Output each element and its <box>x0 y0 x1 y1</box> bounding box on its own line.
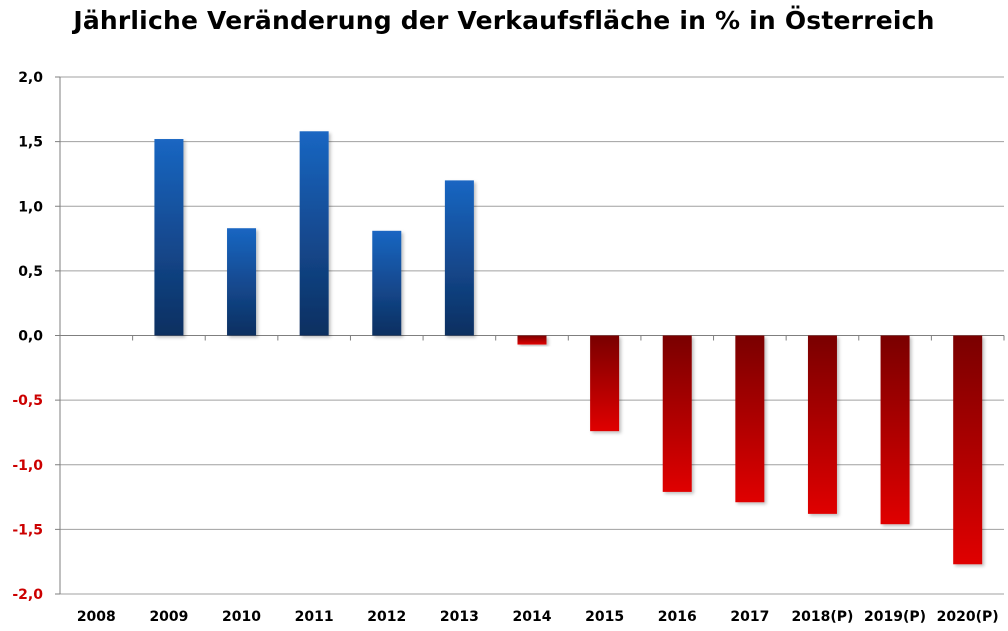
y-tick-label: 0,0 <box>18 329 43 345</box>
x-tick-label: 2015 <box>585 609 624 625</box>
x-tick-label: 2014 <box>513 609 552 625</box>
bar-2017 <box>735 335 765 503</box>
y-tick-label: 0,5 <box>18 264 43 280</box>
x-tick-label: 2018(P) <box>791 609 853 625</box>
bar-2014 <box>517 335 547 345</box>
bar-2020(P) <box>953 335 983 565</box>
bar-2016 <box>662 335 692 492</box>
x-tick-label: 2012 <box>367 609 406 625</box>
bar-2019(P) <box>880 335 910 525</box>
x-tick-label: 2010 <box>222 609 261 625</box>
x-tick-label: 2016 <box>658 609 697 625</box>
y-tick-label: -1,5 <box>12 522 43 538</box>
bar-2011 <box>299 131 329 336</box>
bar-2012 <box>372 230 402 336</box>
bar-2013 <box>444 180 474 336</box>
y-tick-labels: 2,0 1,5 1,0 0,5 0,0 -0,5 -1,0 -1,5 -2,0 <box>12 70 43 603</box>
y-tick-label: 1,5 <box>18 135 43 151</box>
y-tick-label: 2,0 <box>18 70 43 86</box>
bar-2015 <box>590 335 620 432</box>
x-tick-label: 2009 <box>149 609 188 625</box>
y-tick-label: -1,0 <box>12 458 43 474</box>
y-tick-label: -0,5 <box>12 393 43 409</box>
x-tick-label: 2019(P) <box>864 609 926 625</box>
chart-title: Jährliche Veränderung der Verkaufsfläche… <box>73 6 935 35</box>
x-tick-label: 2013 <box>440 609 479 625</box>
x-tick-label: 2020(P) <box>937 609 999 625</box>
bar-2010 <box>227 228 257 336</box>
x-tick-label: 2011 <box>295 609 334 625</box>
y-tick-label: -2,0 <box>12 587 43 603</box>
bar-2009 <box>154 139 184 336</box>
x-tick-label: 2008 <box>77 609 116 625</box>
x-tick-labels: 2008 2009 2010 2011 2012 2013 2014 2015 2016 2017… <box>77 609 999 625</box>
gridlines <box>60 76 1004 595</box>
bars <box>154 131 983 565</box>
bar-2018(P) <box>807 335 837 514</box>
y-tick-label: 1,0 <box>18 199 43 215</box>
x-tick-label: 2017 <box>730 609 769 625</box>
